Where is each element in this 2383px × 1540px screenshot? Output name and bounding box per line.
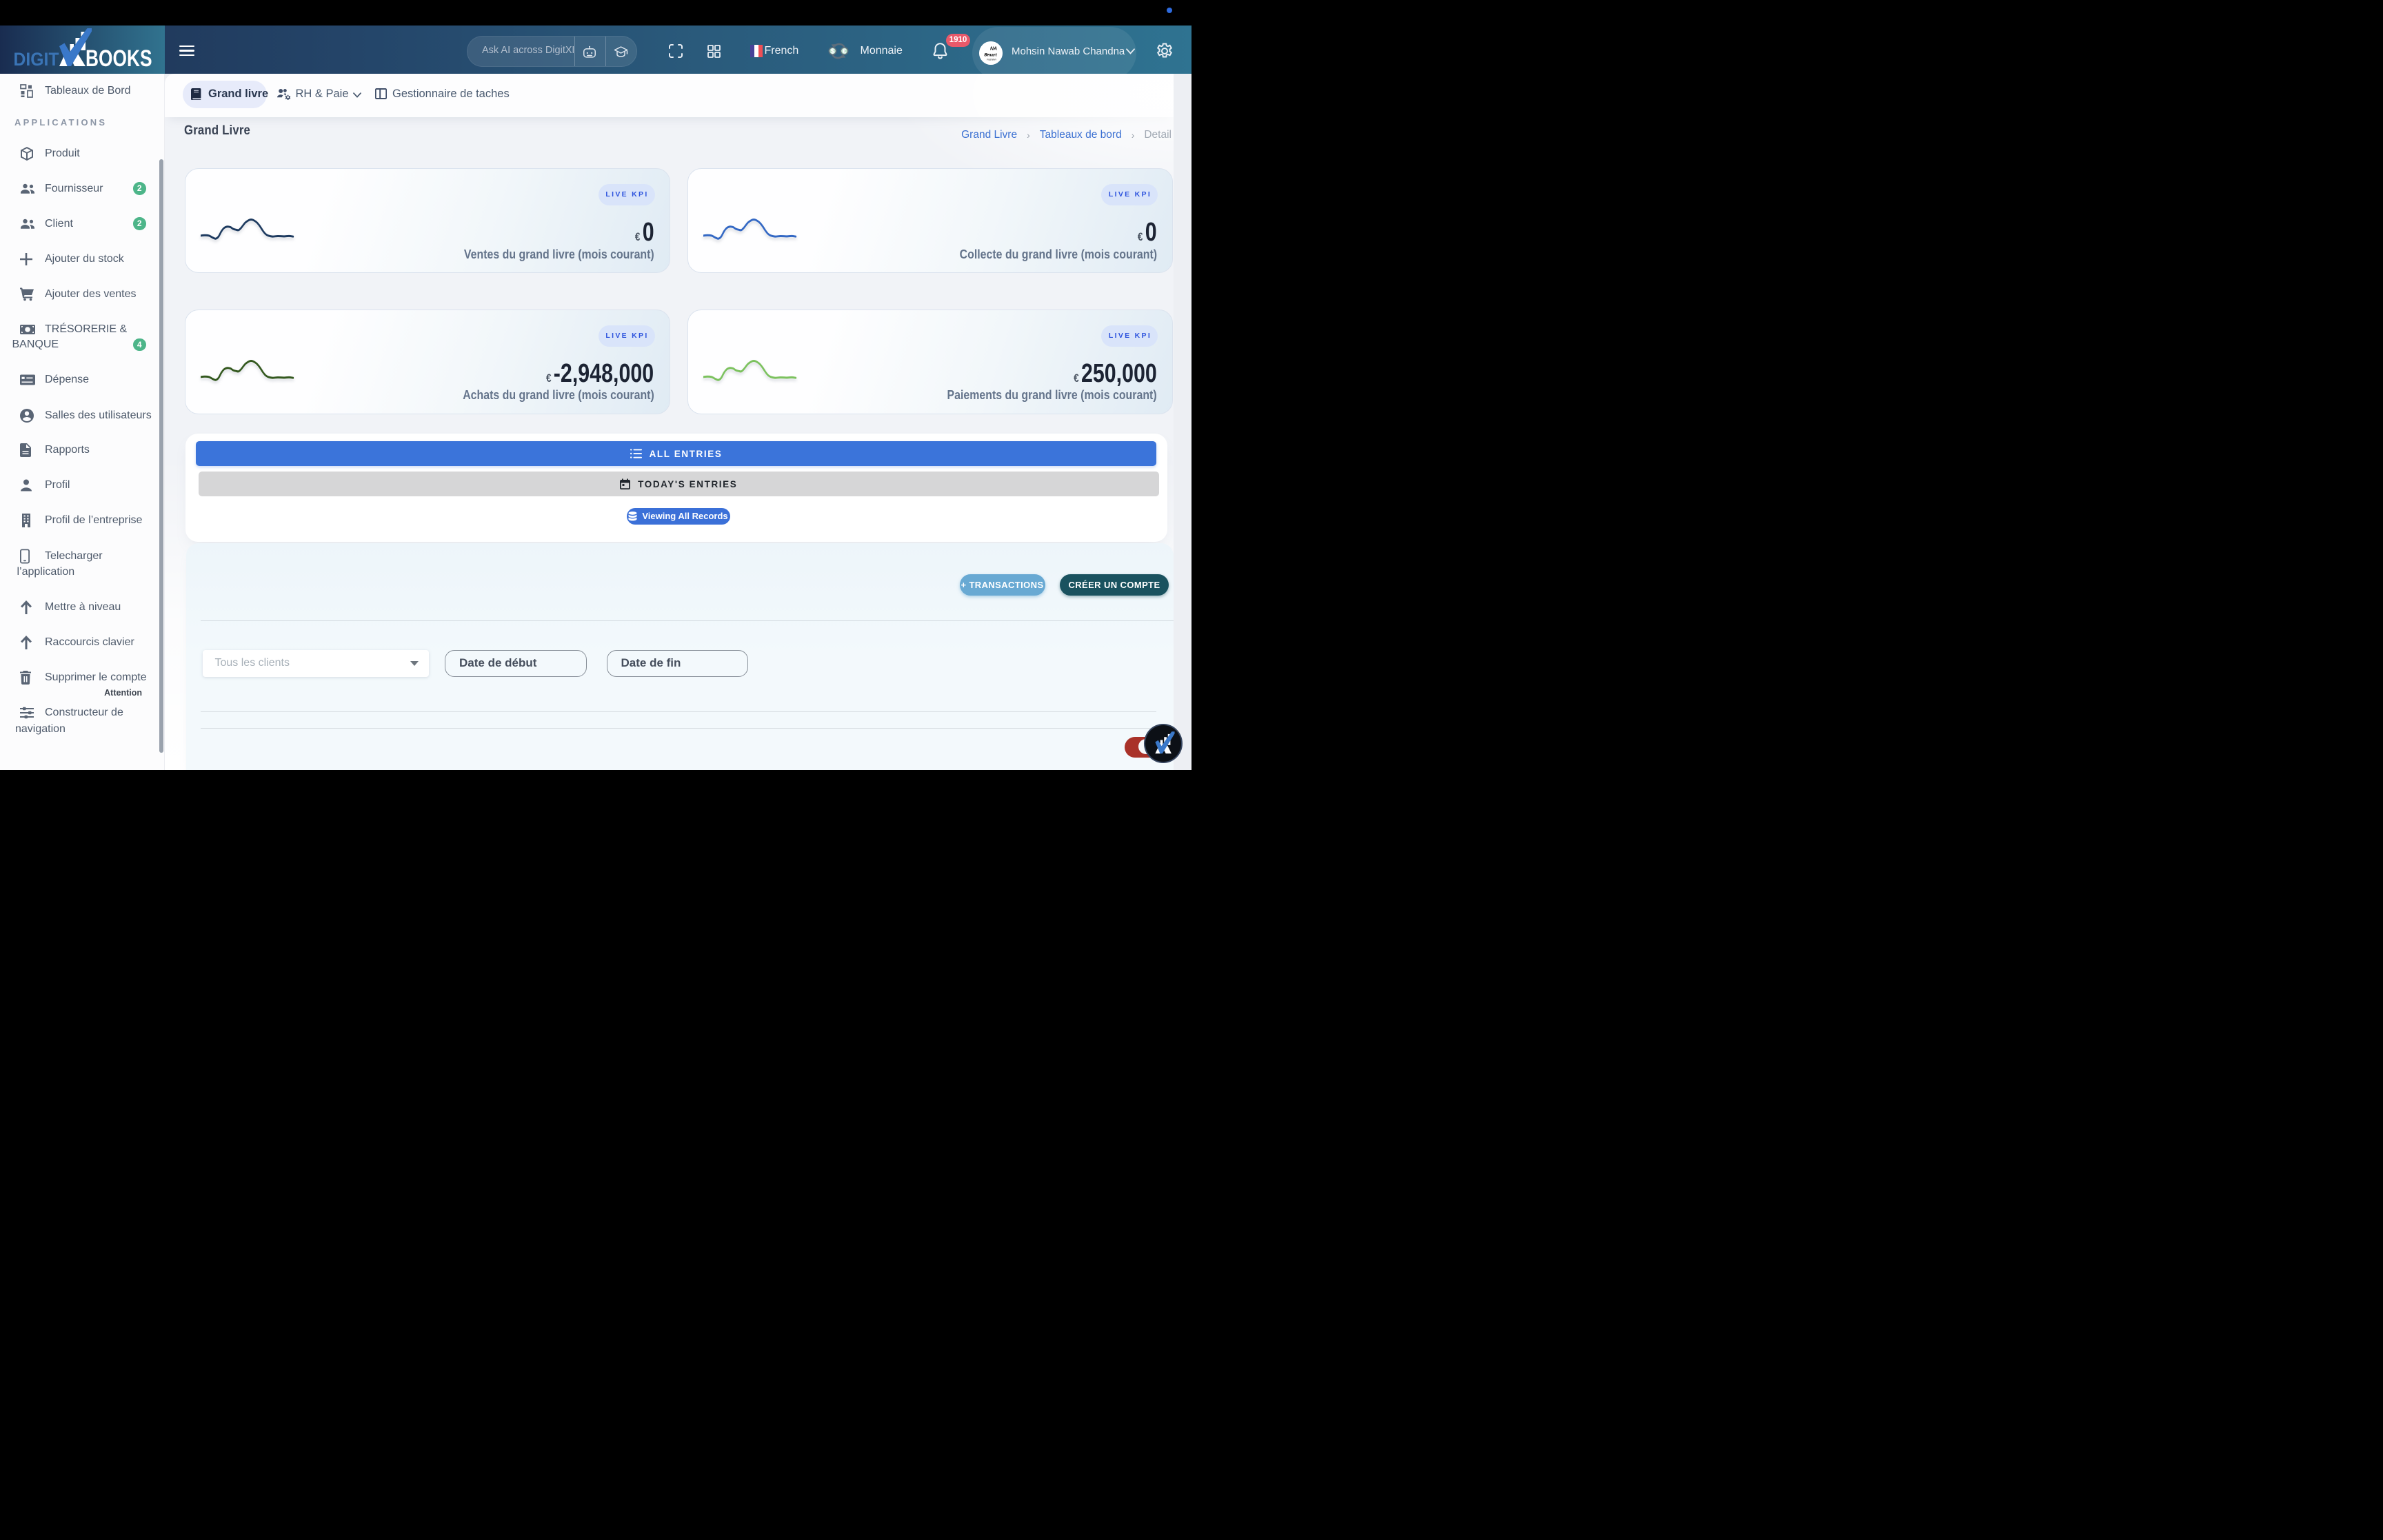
svg-text:€: € (843, 48, 847, 56)
svg-text:$: $ (831, 48, 835, 56)
svg-text:DIGIT: DIGIT (14, 49, 59, 70)
svg-text:NA: NA (990, 47, 997, 52)
svg-text:Fashion: Fashion (987, 59, 996, 61)
svg-text:BOOKS: BOOKS (86, 45, 152, 72)
svg-text:Smart: Smart (984, 53, 997, 58)
